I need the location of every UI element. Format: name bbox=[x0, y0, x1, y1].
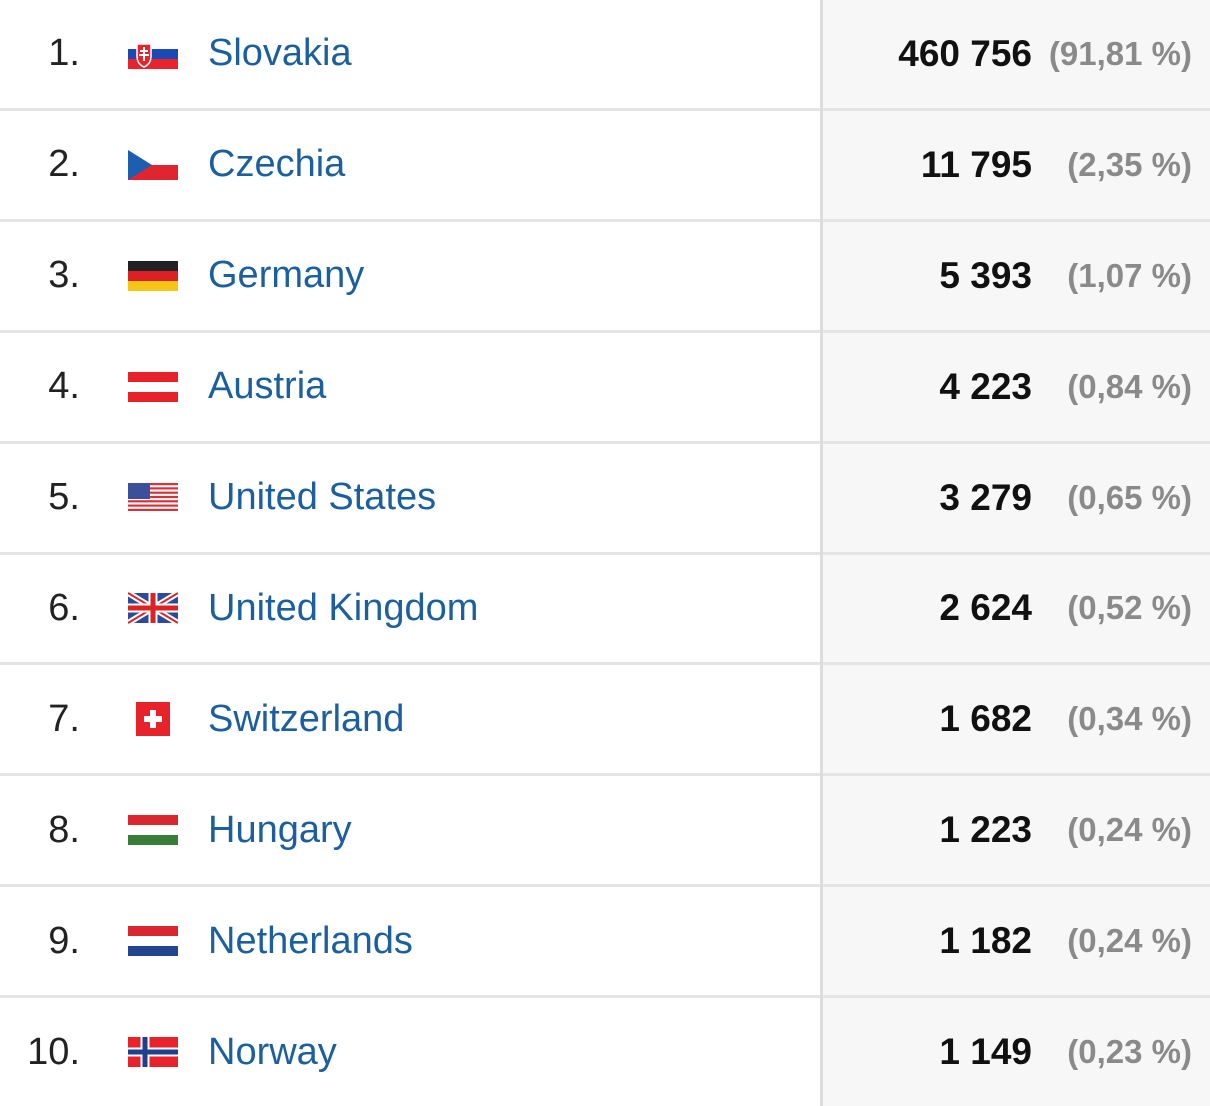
sessions-percent: (0,24 %) bbox=[1067, 922, 1192, 960]
sessions-percent: (0,23 %) bbox=[1067, 1033, 1192, 1071]
flag-icon bbox=[128, 665, 178, 773]
flag bbox=[128, 38, 178, 69]
rank: 7. bbox=[48, 697, 80, 740]
sessions-value: 460 756 bbox=[898, 32, 1032, 74]
table-row: 2. Czechia 11 795 (2,35 %) bbox=[0, 110, 1210, 222]
sessions-percent: (0,65 %) bbox=[1067, 478, 1192, 516]
flag-icon bbox=[128, 887, 178, 995]
sessions-percent: (0,52 %) bbox=[1067, 589, 1192, 627]
sessions-percent: (0,24 %) bbox=[1067, 811, 1192, 849]
table-row: 3. Germany 5 393 (1,07 %) bbox=[0, 221, 1210, 333]
flag bbox=[128, 591, 178, 626]
country-link[interactable]: United States bbox=[208, 476, 437, 519]
sessions-value: 1 682 bbox=[939, 698, 1032, 740]
sessions-percent: (0,34 %) bbox=[1067, 700, 1192, 738]
rank: 9. bbox=[48, 919, 80, 962]
country-link[interactable]: Hungary bbox=[208, 808, 352, 851]
rank: 3. bbox=[48, 254, 80, 297]
table-row: 5. United States 3 279 (0,65 %) bbox=[0, 443, 1210, 555]
sessions-percent: (2,35 %) bbox=[1067, 145, 1192, 183]
table-row: 1. Slovakia 460 756 (91,81 %) bbox=[0, 0, 1210, 111]
sessions-value: 4 223 bbox=[939, 365, 1032, 407]
table-row: 6. United Kingdom 2 624 (0,52 %) bbox=[0, 554, 1210, 666]
country-link[interactable]: Austria bbox=[208, 365, 327, 408]
flag bbox=[128, 149, 178, 180]
country-link[interactable]: Germany bbox=[208, 254, 365, 297]
flag-icon bbox=[128, 776, 178, 884]
flag-icon bbox=[128, 0, 178, 108]
sessions-percent: (1,07 %) bbox=[1067, 256, 1192, 294]
sessions-percent: (0,84 %) bbox=[1067, 367, 1192, 405]
rank: 5. bbox=[48, 476, 80, 519]
flag-icon bbox=[128, 555, 178, 663]
flag-icon bbox=[128, 111, 178, 219]
country-link[interactable]: Czechia bbox=[208, 143, 346, 186]
flag bbox=[128, 482, 178, 513]
sessions-percent: (91,81 %) bbox=[1048, 34, 1192, 72]
flag bbox=[128, 260, 178, 291]
rank: 1. bbox=[48, 32, 80, 75]
country-link[interactable]: Switzerland bbox=[208, 697, 405, 740]
sessions-value: 5 393 bbox=[939, 254, 1032, 296]
sessions-value: 1 149 bbox=[939, 1031, 1032, 1073]
table-row: 8. Hungary 1 223 (0,24 %) bbox=[0, 776, 1210, 888]
rank: 6. bbox=[48, 586, 80, 629]
sessions-value: 1 223 bbox=[939, 809, 1032, 851]
flag bbox=[136, 702, 170, 737]
sessions-value: 3 279 bbox=[939, 476, 1032, 518]
table-row: 4. Austria 4 223 (0,84 %) bbox=[0, 332, 1210, 444]
rank: 8. bbox=[48, 808, 80, 851]
table-row: 9. Netherlands 1 182 (0,24 %) bbox=[0, 887, 1210, 999]
rank: 2. bbox=[48, 143, 80, 186]
sessions-value: 1 182 bbox=[939, 920, 1032, 962]
sessions-value: 2 624 bbox=[939, 587, 1032, 629]
country-link[interactable]: Netherlands bbox=[208, 919, 413, 962]
table-row: 7. Switzerland 1 682 (0,34 %) bbox=[0, 665, 1210, 777]
table-row: 10. Norway 1 149 (0,23 %) bbox=[0, 998, 1210, 1106]
rank: 10. bbox=[27, 1030, 80, 1073]
sessions-value: 11 795 bbox=[920, 143, 1032, 185]
flag bbox=[128, 1037, 178, 1068]
flag bbox=[128, 815, 178, 846]
flag bbox=[128, 926, 178, 957]
flag-icon bbox=[128, 998, 178, 1106]
flag-icon bbox=[128, 444, 178, 552]
country-link[interactable]: Norway bbox=[208, 1030, 337, 1073]
flag-icon bbox=[128, 222, 178, 330]
flag-icon bbox=[128, 333, 178, 441]
country-link[interactable]: United Kingdom bbox=[208, 586, 479, 629]
rank: 4. bbox=[48, 365, 80, 408]
country-link[interactable]: Slovakia bbox=[208, 32, 352, 75]
flag bbox=[128, 371, 178, 402]
